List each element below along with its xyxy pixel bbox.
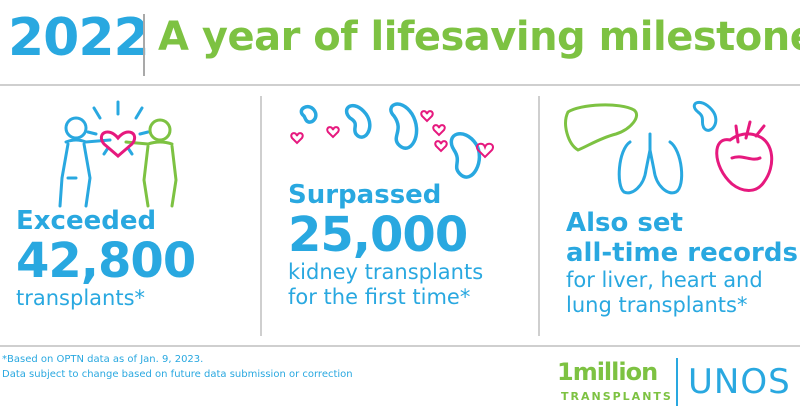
stat-lead: Surpassed — [288, 180, 442, 210]
column-divider — [260, 96, 262, 336]
top-rule — [0, 84, 800, 86]
stat-records: Also set all-time records for liver, hea… — [566, 208, 798, 318]
stat-sub: transplants* — [16, 286, 146, 310]
footnote-line: Data subject to change based on future d… — [2, 369, 353, 380]
stat-headline-line: Also set — [566, 208, 683, 238]
logo-text: UNOS — [688, 362, 791, 402]
headline: A year of lifesaving milestones — [158, 14, 800, 60]
kidneys-hearts-icon — [290, 102, 494, 179]
stat-transplants: Exceeded 42,800 transplants* — [16, 206, 196, 311]
organs-icon — [564, 100, 774, 195]
people-heart-icon — [58, 100, 178, 208]
logo-text: 1million — [557, 358, 658, 386]
one-million-logo: 1million TRANSPLANTS — [555, 352, 673, 412]
footnote: *Based on OPTN data as of Jan. 9, 2023. … — [2, 352, 353, 382]
logo-subtext: TRANSPLANTS — [561, 390, 673, 403]
unos-logo: UNOS — [688, 352, 798, 412]
stat-sub: lung transplants* — [566, 293, 748, 317]
header: 2022 A year of lifesaving milestones — [0, 0, 800, 86]
stat-sub: for the first time* — [288, 285, 471, 309]
bottom-rule — [0, 345, 800, 347]
header-divider — [143, 14, 145, 76]
logo-divider — [676, 358, 678, 406]
stat-sub: kidney transplants — [288, 260, 484, 284]
stat-sub: for liver, heart and — [566, 268, 763, 292]
stat-kidney: Surpassed 25,000 kidney transplants for … — [288, 180, 483, 310]
column-divider — [538, 96, 540, 336]
footnote-line: *Based on OPTN data as of Jan. 9, 2023. — [2, 354, 204, 365]
stat-number: 42,800 — [16, 233, 196, 289]
year-title: 2022 — [8, 8, 150, 68]
stat-headline-line: all-time records — [566, 238, 798, 268]
stat-lead: Exceeded — [16, 206, 157, 236]
stat-number: 25,000 — [288, 207, 468, 263]
